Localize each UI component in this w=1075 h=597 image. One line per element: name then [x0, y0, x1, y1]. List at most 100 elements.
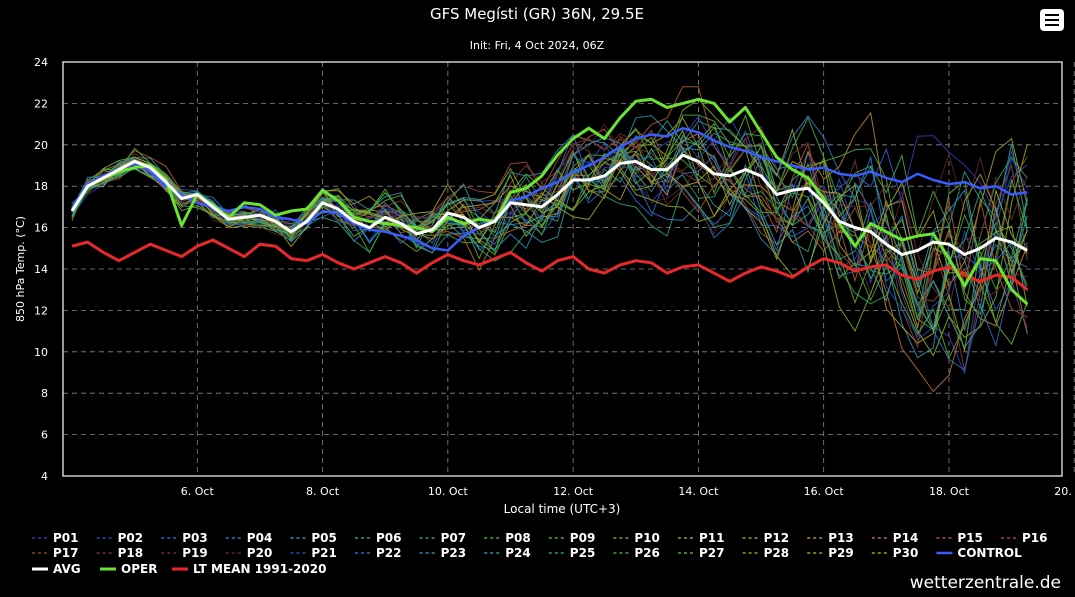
member-line-p10	[71, 122, 1028, 346]
x-tick-label: 16. Oct	[804, 485, 845, 498]
member-line-p03	[71, 147, 1028, 332]
legend-label: P18	[118, 546, 144, 560]
legend-item-control: CONTROL	[936, 546, 1022, 560]
series-line-lt-mean-1991-2020	[71, 238, 1029, 291]
legend-item-p24: P24	[484, 546, 531, 560]
legend-item-p29: P29	[807, 546, 854, 560]
y-tick-label: 6	[41, 429, 48, 442]
legend-label: P06	[376, 531, 402, 545]
y-tick-labels: 4 6 8 10 12 14 16 18 20 22 24	[34, 56, 48, 483]
member-line-p27	[71, 114, 1028, 360]
legend-label: P05	[311, 531, 337, 545]
x-axis-label: Local time (UTC+3)	[504, 502, 621, 516]
y-tick-label: 10	[34, 346, 48, 359]
legend-item-p28: P28	[742, 546, 790, 560]
series-line-avg	[70, 153, 1029, 256]
legend-item-p06: P06	[355, 531, 402, 545]
x-tick-label: 18. Oct	[929, 485, 970, 498]
legend-label: P19	[182, 546, 208, 560]
legend-label: P21	[311, 546, 337, 560]
legend-label: P25	[570, 546, 596, 560]
series-line-oper	[70, 97, 1029, 306]
y-tick-label: 16	[34, 222, 48, 235]
legend-item-oper: OPER	[100, 562, 157, 576]
legend-item-p04: P04	[225, 531, 272, 545]
legend-item-p16: P16	[1001, 531, 1048, 545]
x-tick-label: 12. Oct	[553, 485, 594, 498]
legend-item-p02: P02	[96, 531, 144, 545]
member-line-p28	[71, 98, 1028, 352]
member-line-p25	[71, 144, 1028, 331]
legend-item-p26: P26	[613, 546, 660, 560]
legend-label: P28	[764, 546, 790, 560]
legend-label: OPER	[121, 562, 157, 576]
legend-item-p20: P20	[225, 546, 272, 560]
legend-label: P03	[182, 531, 208, 545]
legend-item-p09: P09	[548, 531, 596, 545]
legend-label: LT MEAN 1991-2020	[193, 562, 326, 576]
watermark: wetterzentrale.de	[909, 573, 1061, 593]
legend-label: P12	[764, 531, 790, 545]
x-tick-label: 10. Oct	[428, 485, 469, 498]
legend-label: P11	[699, 531, 725, 545]
member-line-p14	[71, 133, 1028, 393]
legend-item-p30: P30	[871, 546, 918, 560]
legend-item-lt-mean-1991-2020: LT MEAN 1991-2020	[172, 562, 326, 576]
legend-item-p18: P18	[96, 546, 144, 560]
legend-item-p01: P01	[32, 531, 79, 545]
x-tick-label: 20. Oct	[1054, 485, 1075, 498]
main-lines	[70, 97, 1029, 306]
legend-label: P17	[53, 546, 79, 560]
legend-label: P13	[828, 531, 854, 545]
member-line-p05	[71, 115, 1028, 359]
legend: P01 P02 P03 P04 P05 P06 P07 P08 P09 P10 P11 P12 P13 P…	[32, 531, 1048, 576]
legend-label: P29	[828, 546, 854, 560]
legend-item-p21: P21	[290, 546, 337, 560]
legend-label: P27	[699, 546, 725, 560]
legend-label: P24	[505, 546, 531, 560]
y-axis-label: 850 hPa Temp. (°C)	[14, 216, 27, 322]
legend-label: P02	[118, 531, 144, 545]
legend-item-p23: P23	[419, 546, 466, 560]
chart-subtitle: Init: Fri, 4 Oct 2024, 06Z	[470, 39, 605, 52]
member-lines	[71, 86, 1028, 393]
y-tick-label: 22	[34, 97, 48, 110]
legend-item-p05: P05	[290, 531, 337, 545]
legend-item-p13: P13	[807, 531, 854, 545]
plot-frame	[62, 61, 1063, 477]
legend-label: P14	[893, 531, 919, 545]
legend-label: P10	[634, 531, 660, 545]
legend-item-p25: P25	[548, 546, 596, 560]
legend-item-p14: P14	[871, 531, 919, 545]
legend-label: P08	[505, 531, 531, 545]
legend-label: P09	[570, 531, 596, 545]
hamburger-menu-icon[interactable]	[1040, 9, 1064, 31]
legend-label: P26	[634, 546, 660, 560]
y-tick-label: 12	[34, 304, 48, 317]
y-tick-label: 4	[41, 470, 48, 483]
legend-label: AVG	[53, 562, 81, 576]
legend-label: P16	[1022, 531, 1048, 545]
legend-item-p10: P10	[613, 531, 660, 545]
chart-title: GFS Megísti (GR) 36N, 29.5E	[430, 5, 644, 23]
member-line-p22	[71, 132, 1028, 372]
legend-label: CONTROL	[957, 546, 1022, 560]
legend-item-p15: P15	[936, 531, 983, 545]
x-tick-label: 8. Oct	[306, 485, 340, 498]
y-tick-label: 8	[41, 387, 48, 400]
legend-label: P07	[441, 531, 467, 545]
legend-item-p07: P07	[419, 531, 467, 545]
y-tick-label: 18	[34, 180, 48, 193]
y-tick-label: 14	[34, 263, 48, 276]
legend-item-avg: AVG	[32, 562, 81, 576]
legend-item-p12: P12	[742, 531, 790, 545]
member-line-p26	[71, 116, 1028, 315]
legend-item-p03: P03	[161, 531, 208, 545]
legend-label: P22	[376, 546, 402, 560]
member-line-p19	[71, 133, 1028, 310]
x-tick-label: 14. Oct	[678, 485, 719, 498]
legend-label: P04	[247, 531, 272, 545]
series-line-control	[70, 126, 1028, 252]
x-tick-labels: 6. Oct 8. Oct 10. Oct 12. Oct 14. Oct 16. Oct…	[181, 485, 1075, 498]
